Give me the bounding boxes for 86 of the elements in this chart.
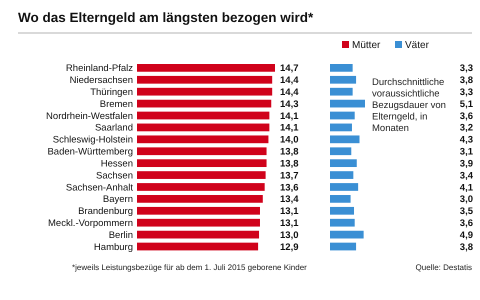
bar [137,242,258,250]
y-tick-label: Rheinland-Pfalz [66,63,134,74]
bar [137,171,266,179]
bar [330,206,354,215]
y-tick-label: Hamburg [94,242,133,253]
data-label: 3,5 [460,206,474,218]
data-label: 3,3 [460,63,473,74]
data-label: 13,7 [280,170,298,182]
bar [137,112,270,120]
data-label: 3,2 [460,122,473,134]
data-label: 13,0 [280,230,298,241]
data-label: 14,1 [280,122,300,134]
data-label: 13,8 [280,158,298,170]
data-label: 5,1 [460,98,474,110]
data-label: 14,4 [280,75,300,86]
bar [330,112,355,120]
data-label: 4,1 [460,182,474,194]
y-tick-label: Baden-Württemberg [47,146,133,158]
chart-title: Wo das Elterngeld am längsten bezogen wird* [18,10,314,25]
data-label: 13,1 [280,218,300,230]
data-label: 4,9 [460,230,473,241]
y-tick-label: Meckl.-Vorpommern [48,218,133,230]
data-label: 3,6 [460,110,473,122]
data-label: 3,4 [460,170,474,182]
bar [137,64,275,72]
data-label: 14,0 [280,134,298,146]
y-tick-label: Thüringen [90,87,133,98]
data-label: 4,3 [460,134,473,146]
data-label: 3,8 [460,242,473,253]
bar [330,147,352,156]
y-tick-label: Bremen [100,98,133,110]
data-label: 3,9 [460,158,473,170]
bar [330,76,356,84]
bar [330,64,353,72]
y-tick-label: Schleswig-Holstein [52,134,133,146]
bar [330,88,353,96]
bar [137,88,272,96]
data-label: 13,6 [280,182,298,194]
data-label: 3,8 [460,75,473,86]
bar [137,206,260,215]
bar [137,100,272,108]
bar [137,124,270,132]
y-tick-label: Sachsen-Anhalt [66,182,134,194]
y-tick-label: Berlin [108,230,133,241]
bar [330,218,355,227]
bar [137,218,260,227]
data-label: 3,0 [460,194,473,206]
bar [330,195,351,203]
legend-label: Mütter [352,40,382,51]
bar [330,100,365,108]
bar [137,159,267,168]
data-label: 3,1 [460,146,474,158]
bar [137,195,263,203]
y-tick-label: Saarland [94,122,133,134]
data-label: 14,3 [280,98,298,110]
bar [137,147,267,156]
y-tick-label: Brandenburg [78,206,133,218]
data-label: 13,1 [280,206,300,218]
data-label: 3,6 [460,218,473,230]
bar [137,230,260,238]
y-tick-label: Niedersachsen [70,75,133,86]
bar [137,135,268,144]
bar [137,76,272,84]
bar [330,230,364,238]
text: *jeweils Leistungsbezüge für ab dem 1. Juli 2015 geborene Kinder [72,263,308,272]
data-label: 3,3 [460,87,473,98]
data-label: 14,7 [280,63,298,74]
bar [330,183,358,191]
bar [330,242,356,250]
y-tick-label: Sachsen [96,170,133,182]
data-label: 14,4 [280,87,300,98]
bar [137,183,265,191]
source-note: Quelle: Destatis [416,263,472,272]
y-tick-label: Hessen [100,158,133,170]
bar [330,171,354,179]
y-tick-label: Bayern [102,194,133,206]
data-label: 13,8 [280,146,298,158]
legend-label: Väter [405,40,430,51]
y-tick-label: Nordrhein-Westfalen [46,110,133,122]
data-label: 14,1 [280,110,300,122]
bar [330,135,360,144]
bar [330,159,357,168]
data-label: 13,4 [280,194,300,206]
text: Durchschnittliche voraussichtliche Bezugsdauer von Elterngeld, in Monaten [372,77,446,134]
bar [330,124,352,132]
data-label: 12,9 [280,242,298,253]
